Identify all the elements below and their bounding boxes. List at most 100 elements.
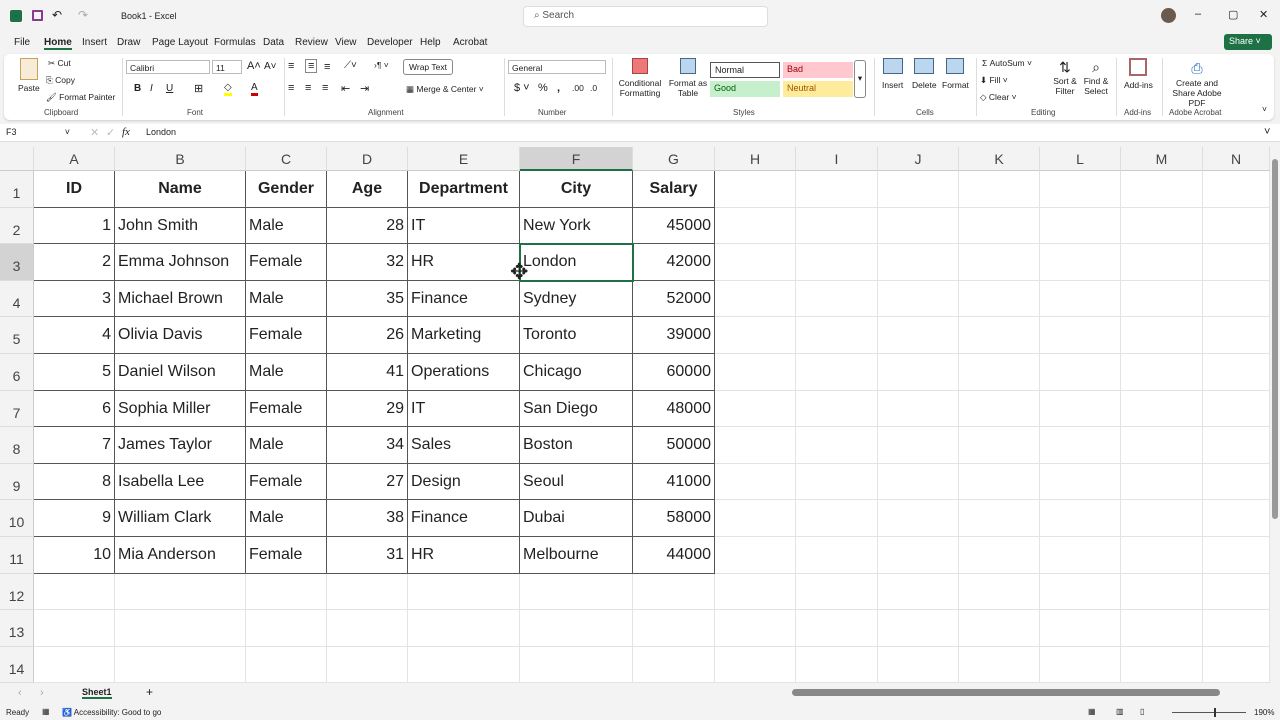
accessibility-status[interactable]: ♿ Accessibility: Good to go [62,708,162,717]
cell[interactable] [796,610,878,647]
cell[interactable] [878,317,959,354]
table-cell[interactable]: Chicago [520,354,633,391]
table-cell[interactable]: Female [246,390,327,428]
header-cell[interactable]: Gender [246,171,327,208]
orientation-icon[interactable]: ⟋˅ [344,60,357,71]
column-header-a[interactable]: A [34,147,115,171]
cell[interactable] [520,610,633,647]
cell[interactable] [408,573,520,611]
cell[interactable] [878,610,959,647]
cell[interactable] [1040,610,1121,647]
cut-button[interactable]: ✂ Cut [48,58,71,68]
cell[interactable] [796,244,878,281]
page-layout-view-icon[interactable]: ▥ [1116,707,1124,716]
next-sheet-icon[interactable]: › [40,687,44,699]
cell[interactable] [1040,171,1121,208]
share-button[interactable]: Share ˅ [1224,34,1272,50]
style-normal[interactable]: Normal [710,62,780,78]
decrease-indent-icon[interactable]: ⇤ [341,83,351,95]
cell[interactable] [959,390,1040,428]
cell[interactable] [1040,463,1121,501]
table-cell[interactable]: Emma Johnson [115,244,246,281]
table-cell[interactable]: Olivia Davis [115,317,246,354]
cancel-icon[interactable]: ✕ [90,127,100,139]
cell[interactable] [878,207,959,245]
table-cell[interactable]: Female [246,244,327,281]
table-cell[interactable]: Melbourne [520,537,633,574]
clear-button[interactable]: ◇ Clear ˅ [980,92,1017,102]
cell[interactable] [715,207,796,245]
column-header-e[interactable]: E [408,147,520,171]
row-header-6[interactable]: 6 [0,354,34,391]
header-cell[interactable]: Department [408,171,520,208]
table-cell[interactable]: Female [246,463,327,501]
cell[interactable] [796,427,878,464]
cell[interactable] [1121,500,1203,537]
table-cell[interactable]: 48000 [633,390,715,428]
table-cell[interactable]: Male [246,280,327,318]
fill-color-icon[interactable]: ◇ [224,82,232,96]
cell[interactable] [715,463,796,501]
undo-icon[interactable]: ↶ [52,8,63,22]
avatar[interactable] [1161,8,1176,23]
add-ins-button[interactable]: Add-ins [1124,58,1153,90]
cell[interactable] [1040,500,1121,537]
table-cell[interactable]: 39000 [633,317,715,354]
tab-view[interactable]: View [335,37,357,48]
cell[interactable] [1040,354,1121,391]
bold-icon[interactable]: B [134,83,142,94]
column-header-b[interactable]: B [115,147,246,171]
table-cell[interactable]: 27 [327,463,408,501]
find-select-button[interactable]: ⌕ Find & Select [1082,58,1110,96]
cell[interactable] [715,573,796,611]
cell[interactable] [1203,500,1270,537]
table-cell[interactable]: Mia Anderson [115,537,246,574]
cell[interactable] [1121,390,1203,428]
table-cell[interactable]: IT [408,207,520,245]
table-cell[interactable]: 3 [34,280,115,318]
cell[interactable] [878,500,959,537]
row-header-7[interactable]: 7 [0,390,34,428]
cell[interactable] [959,463,1040,501]
cell[interactable] [1203,646,1270,683]
cell[interactable] [1121,207,1203,245]
cell[interactable] [1040,280,1121,318]
horizontal-scrollbar[interactable] [792,689,1220,696]
font-color-icon[interactable]: A [251,82,258,96]
cell[interactable] [34,646,115,683]
name-box[interactable]: F3 ˅ [6,127,70,137]
close-icon[interactable]: ✕ [1259,9,1269,21]
cell[interactable] [1040,317,1121,354]
table-cell[interactable]: 29 [327,390,408,428]
table-cell[interactable]: Toronto [520,317,633,354]
cell[interactable] [1040,244,1121,281]
column-header-m[interactable]: M [1121,147,1203,171]
table-cell[interactable]: Sales [408,427,520,464]
cell[interactable] [1203,573,1270,611]
cell[interactable] [1203,317,1270,354]
collapse-ribbon-icon[interactable]: ˅ [1262,104,1267,114]
column-header-d[interactable]: D [327,147,408,171]
conditional-formatting-button[interactable]: Conditional Formatting [618,58,662,98]
column-header-j[interactable]: J [878,147,959,171]
cell[interactable] [1121,244,1203,281]
cell[interactable] [959,244,1040,281]
align-middle-icon[interactable]: ≡ [305,59,318,73]
cell[interactable] [878,354,959,391]
table-cell[interactable]: 31 [327,537,408,574]
header-cell[interactable]: ID [34,171,115,208]
tab-file[interactable]: File [14,37,31,48]
styles-more-button[interactable]: ▾ [854,60,866,98]
align-bottom-icon[interactable]: ≡ [324,61,331,73]
cell[interactable] [715,390,796,428]
table-cell[interactable]: HR [408,537,520,574]
normal-view-icon[interactable]: ▦ [1088,707,1096,716]
tab-draw[interactable]: Draw [117,37,141,48]
cell[interactable] [1203,171,1270,208]
table-cell[interactable]: 9 [34,500,115,537]
cell[interactable] [878,537,959,574]
enter-icon[interactable]: ✓ [106,127,116,139]
cell[interactable] [715,646,796,683]
row-header-11[interactable]: 11 [0,537,34,574]
select-all-button[interactable] [0,147,34,171]
